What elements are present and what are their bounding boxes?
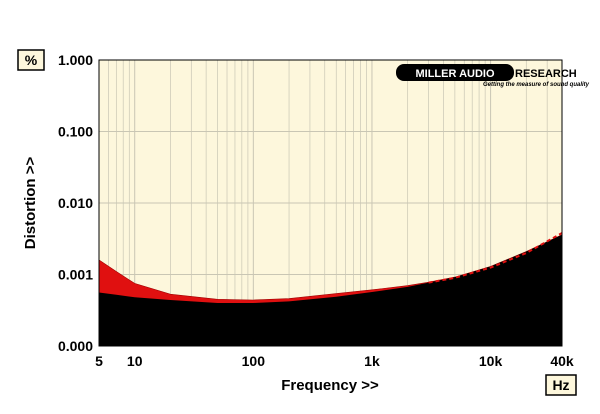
y-axis-title: Distortion >>: [22, 157, 39, 250]
x-tick-label: 10k: [479, 353, 503, 369]
y-tick-label: 0.000: [58, 338, 93, 354]
y-tick-label: 0.010: [58, 195, 93, 211]
y-unit-box: %: [17, 49, 45, 71]
plot-frame: [98, 59, 563, 347]
x-tick-label: 10: [127, 353, 143, 369]
x-tick-label: 1k: [364, 353, 380, 369]
x-tick-labels: 5 10 100 1k 10k 40k: [95, 353, 574, 369]
series-layer: [98, 232, 563, 347]
y-tick-labels: 0.000 0.001 0.010 0.100 1.000: [58, 52, 93, 354]
x-tick-label: 5: [95, 353, 103, 369]
series-black-area: [99, 234, 562, 346]
y-unit-label: %: [25, 52, 38, 68]
y-tick-label: 1.000: [58, 52, 93, 68]
series-red-dashed-line: [428, 232, 563, 284]
logo-left-pill: [396, 64, 514, 81]
x-unit-box: Hz: [545, 374, 577, 396]
logo-tagline: Getting the measure of sound quality: [483, 82, 590, 88]
y-tick-label: 0.001: [58, 267, 93, 283]
logo-right-text: RESEARCH: [515, 68, 577, 80]
miller-audio-research-logo: MILLER AUDIO RESEARCH Getting the measur…: [396, 64, 590, 88]
x-tick-label: 40k: [550, 353, 574, 369]
x-axis-title: Frequency >>: [281, 377, 379, 394]
x-unit-label: Hz: [552, 377, 569, 393]
x-tick-label: 100: [242, 353, 266, 369]
logo-left-text: MILLER AUDIO: [415, 68, 494, 80]
y-tick-label: 0.100: [58, 124, 93, 140]
